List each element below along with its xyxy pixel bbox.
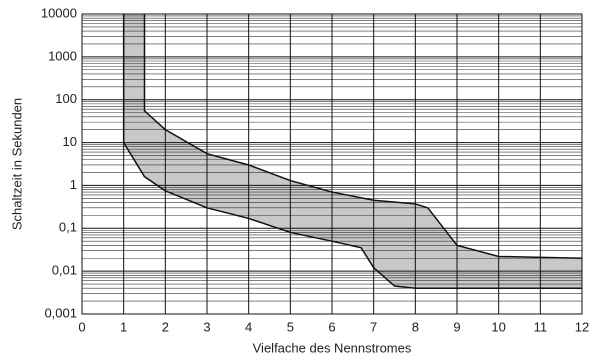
y-tick-label: 0,001	[44, 305, 77, 320]
curve	[143, 14, 583, 259]
x-tick-label: 9	[453, 319, 460, 334]
x-tick-label: 5	[287, 319, 294, 334]
y-tick-label: 1	[70, 177, 77, 192]
x-tick-label: 11	[534, 319, 548, 334]
plot-border	[81, 13, 583, 315]
y-tick-label: 0,1	[59, 220, 77, 235]
curve	[122, 14, 582, 289]
x-tick-label: 0	[78, 319, 85, 334]
x-tick-label: 2	[162, 319, 169, 334]
x-tick-label: 10	[491, 319, 505, 334]
y-tick-label: 10000	[41, 5, 77, 20]
y-tick-label: 100	[55, 91, 77, 106]
x-axis-label: Vielfache des Nennstromes	[253, 340, 412, 355]
y-tick-label: 0,01	[52, 263, 77, 278]
x-tick-label: 6	[328, 319, 335, 334]
y-axis-label: Schaltzeit in Sekunden	[9, 98, 24, 230]
x-tick-label: 3	[203, 319, 210, 334]
y-tick-label: 10	[63, 134, 77, 149]
x-tick-label: 4	[245, 319, 252, 334]
x-tick-label: 12	[575, 319, 589, 334]
x-tick-label: 7	[370, 319, 377, 334]
y-tick-label: 1000	[48, 48, 77, 63]
band-area	[123, 14, 583, 289]
x-tick-label: 1	[120, 319, 127, 334]
x-tick-label: 8	[412, 319, 419, 334]
